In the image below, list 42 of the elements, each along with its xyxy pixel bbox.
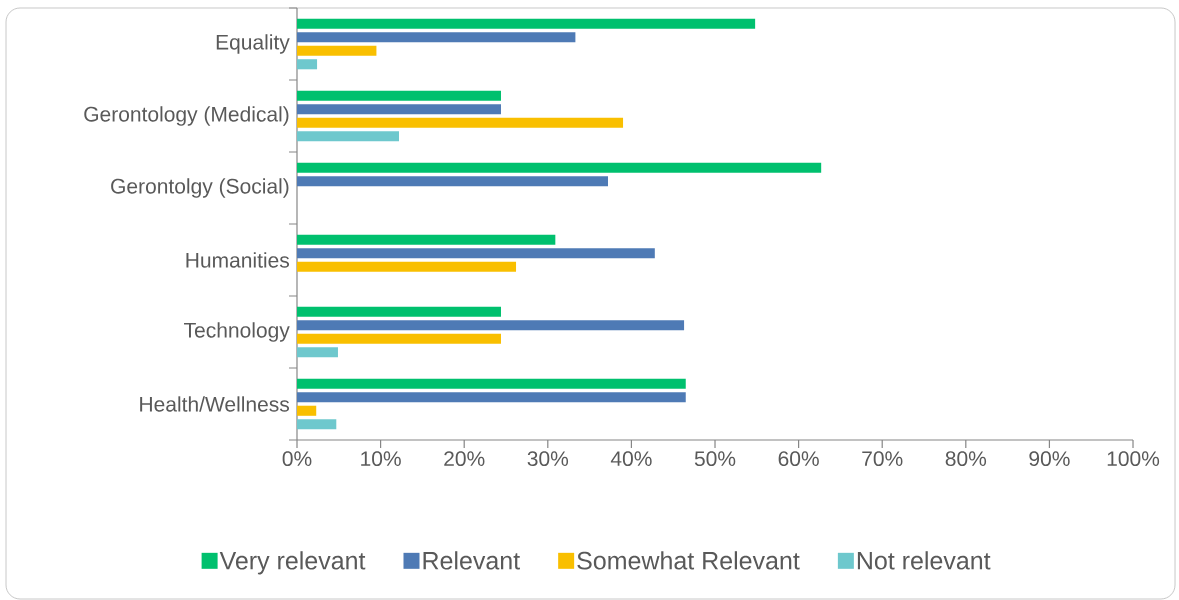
legend-label: Somewhat Relevant [577, 551, 800, 570]
y-tick-label: Technology [184, 322, 290, 342]
x-tick-label: 30% [527, 451, 569, 467]
x-tick-label: 10% [361, 451, 401, 467]
x-tick-label: 70% [862, 451, 903, 467]
x-tick-label: 60% [778, 451, 819, 467]
y-tick-label: Gerontolgy (Social) [111, 178, 289, 198]
y-tick-label: Health/Wellness [140, 396, 290, 412]
bar [297, 234, 556, 245]
x-tick-label: 80% [945, 451, 987, 467]
legend-label: Not relevant [857, 551, 991, 570]
bar [297, 378, 686, 389]
bar [297, 320, 685, 331]
bar [297, 392, 686, 403]
bar [297, 261, 517, 272]
x-tick-label: 90% [1029, 451, 1070, 467]
bar [297, 162, 822, 173]
bar [297, 45, 377, 56]
bar [297, 405, 317, 416]
x-tick-label: 50% [694, 451, 736, 467]
bar [297, 248, 655, 259]
bar [297, 18, 756, 29]
bar [297, 176, 608, 187]
bar [297, 104, 501, 115]
bar [297, 419, 337, 430]
x-tick-label: 40% [610, 451, 652, 467]
y-tick-label: Humanities [186, 252, 290, 268]
legend-label: Relevant [423, 551, 520, 570]
bar [297, 131, 399, 142]
x-tick-label: 20% [444, 451, 485, 467]
bar [297, 333, 501, 344]
bar [297, 117, 624, 128]
bar [297, 306, 501, 317]
x-tick-label: 0% [282, 451, 312, 467]
bar [297, 59, 318, 70]
y-tick-label: Gerontology (Medical) [84, 106, 289, 126]
bar [297, 347, 338, 358]
x-tick-label: 100% [1107, 451, 1160, 467]
y-tick-label: Equality [216, 34, 290, 54]
legend-label: Very relevant [219, 551, 366, 575]
bar [297, 32, 576, 43]
bar [297, 90, 501, 101]
